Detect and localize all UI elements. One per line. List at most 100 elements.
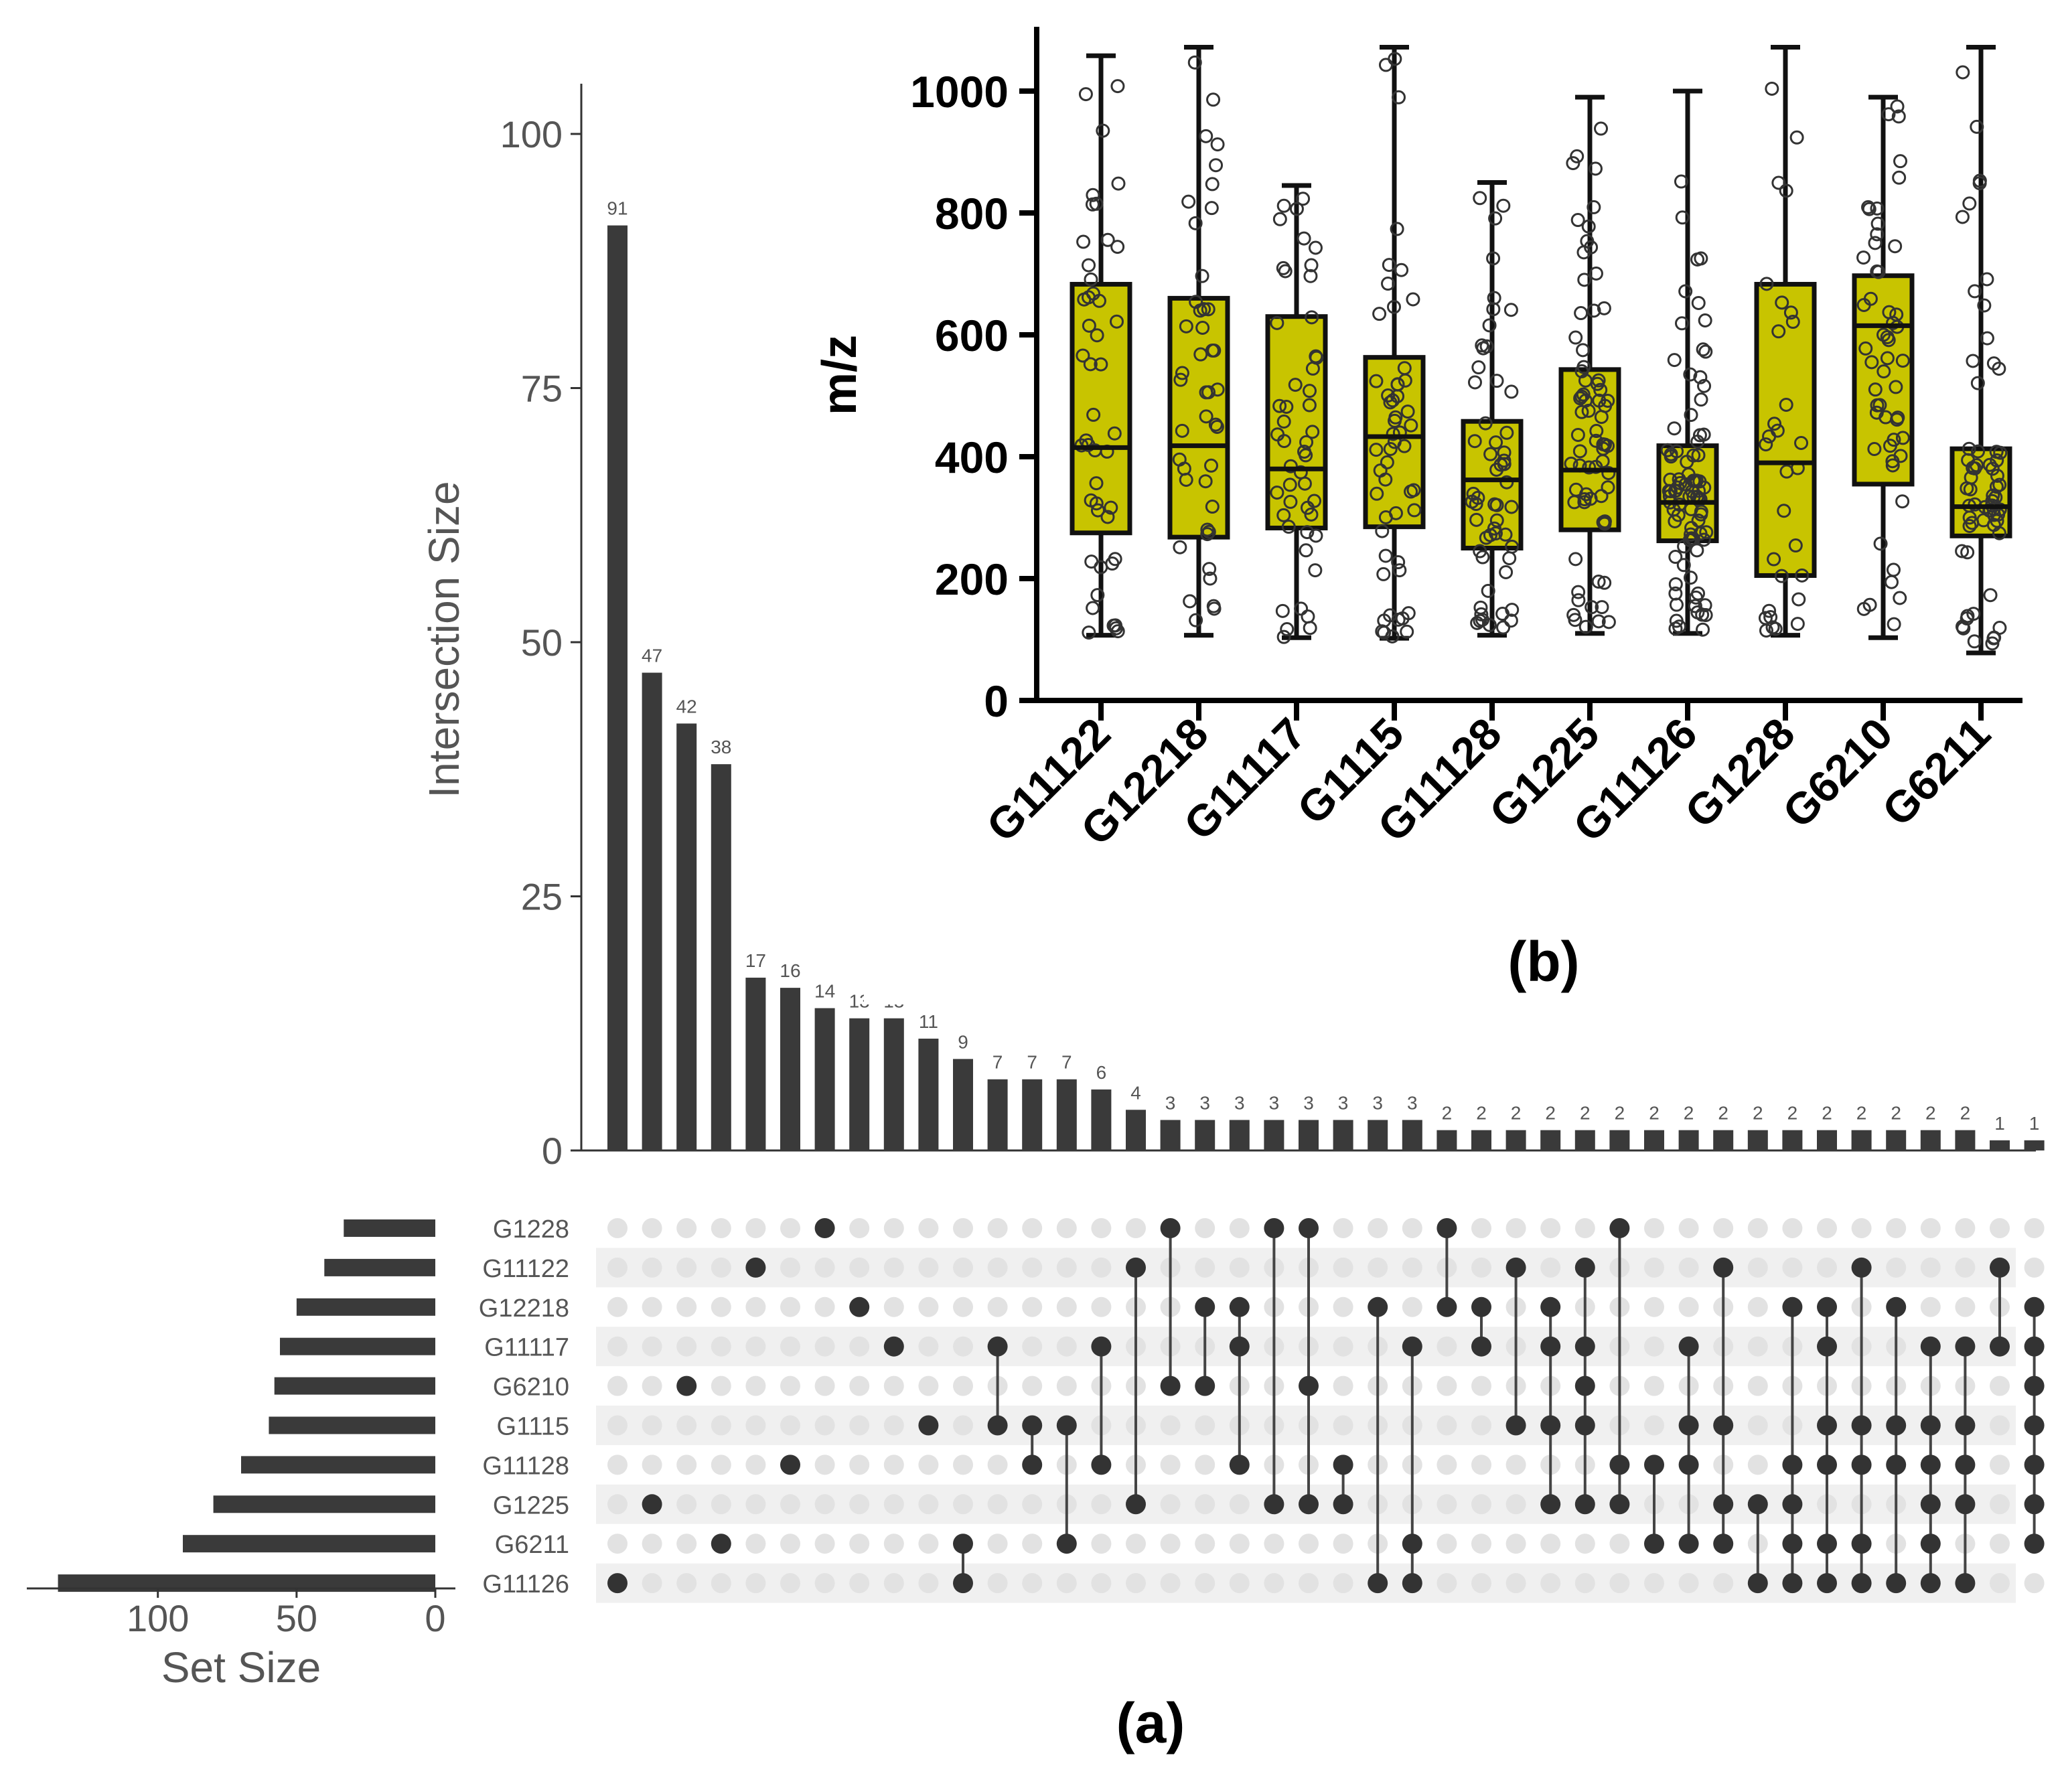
intersection-bar-label: 7 xyxy=(1061,1052,1072,1073)
panel-label-b: (b) xyxy=(1507,930,1579,993)
intersection-bar-label: 3 xyxy=(1372,1092,1383,1113)
box-point xyxy=(1189,613,1203,627)
matrix-dot-empty xyxy=(1056,1257,1077,1278)
box-point xyxy=(1465,494,1479,509)
matrix-dot-empty xyxy=(883,1494,904,1515)
intersection-bar-label: 2 xyxy=(1615,1103,1625,1124)
box-point xyxy=(1871,265,1886,279)
matrix-dot-empty xyxy=(1747,1415,1768,1436)
matrix-dot-empty xyxy=(953,1257,973,1278)
box-point xyxy=(1499,425,1514,440)
box-group xyxy=(1949,44,2012,656)
matrix-dot-filled xyxy=(1782,1494,1803,1515)
box-point xyxy=(1104,500,1118,515)
box-point xyxy=(1566,607,1581,622)
set-label: G1225 xyxy=(493,1491,569,1519)
box-point xyxy=(1698,313,1712,327)
matrix-dot-filled xyxy=(1747,1573,1768,1594)
set-labels: G1228 G11122 G12218 G11117 G6210 G1115 G11128 G… xyxy=(479,1215,569,1598)
box-point xyxy=(1582,460,1597,475)
box-point xyxy=(1669,613,1684,628)
box-point xyxy=(1676,558,1691,573)
matrix-dot-empty xyxy=(1609,1534,1630,1554)
box-point xyxy=(1489,513,1504,528)
box-point xyxy=(1759,437,1773,452)
box-point xyxy=(1980,331,1994,346)
matrix-dot-empty xyxy=(1229,1573,1250,1594)
matrix-dot-empty xyxy=(607,1296,628,1317)
matrix-dot-filled xyxy=(1091,1336,1112,1357)
matrix-dot-empty xyxy=(1990,1573,2010,1594)
intersection-bar-labels: 9147423817161413131197776433333333222222… xyxy=(607,198,2039,1134)
matrix-dot-filled xyxy=(1574,1494,1595,1515)
matrix-dot-empty xyxy=(711,1494,731,1515)
matrix-dot-empty xyxy=(883,1296,904,1317)
box-point xyxy=(1578,393,1593,408)
box-point xyxy=(1483,528,1497,542)
box-point xyxy=(1390,222,1404,236)
matrix-dot-empty xyxy=(1160,1415,1181,1436)
matrix-dot-filled xyxy=(1299,1494,1319,1515)
box-point xyxy=(1589,424,1604,439)
box-point xyxy=(1504,384,1519,399)
box-point xyxy=(1597,575,1612,590)
matrix-dot-empty xyxy=(1126,1573,1146,1594)
intersection-bar xyxy=(1990,1140,2010,1150)
intersection-bar-label: 11 xyxy=(919,1011,938,1032)
box-point xyxy=(1096,123,1110,138)
matrix-dot-empty xyxy=(814,1257,835,1278)
matrix-dot-empty xyxy=(711,1375,731,1396)
set-size-bar xyxy=(241,1456,435,1474)
matrix-dot-empty xyxy=(711,1218,731,1238)
box-point xyxy=(1568,330,1583,345)
matrix-dot-empty xyxy=(1022,1257,1043,1278)
box-point xyxy=(1587,303,1601,318)
matrix-dot-filled xyxy=(1056,1415,1077,1436)
box-point xyxy=(1955,210,1970,224)
matrix-dot-empty xyxy=(1644,1573,1664,1594)
intersection-bar xyxy=(1022,1079,1043,1150)
box-point xyxy=(1303,269,1318,283)
box-point xyxy=(1276,629,1291,644)
box-point xyxy=(1696,622,1710,637)
matrix-dot-empty xyxy=(1229,1257,1250,1278)
matrix-dot-empty xyxy=(1747,1454,1768,1475)
matrix-dot-empty xyxy=(1299,1534,1319,1554)
intersection-bar xyxy=(1368,1120,1388,1150)
intersection-bar xyxy=(1195,1120,1216,1150)
matrix-dot-filled xyxy=(1886,1296,1907,1317)
box-point xyxy=(1308,563,1323,578)
box-point xyxy=(1893,591,1907,605)
box-point xyxy=(1082,318,1096,333)
set-size-bar xyxy=(324,1258,435,1276)
matrix-dot-empty xyxy=(1437,1494,1457,1515)
matrix-dot-empty xyxy=(642,1534,662,1554)
box-point xyxy=(1289,202,1304,216)
box-point xyxy=(1078,87,1093,102)
box-point xyxy=(1594,489,1609,504)
box-point xyxy=(1895,431,1910,445)
matrix-dot-filled xyxy=(883,1336,904,1357)
box-point xyxy=(1386,393,1400,408)
matrix-dot-empty xyxy=(1920,1257,1941,1278)
box-point xyxy=(1597,516,1612,531)
matrix-dot-empty xyxy=(1022,1375,1043,1396)
box-point xyxy=(1983,588,1998,603)
matrix-dot-filled xyxy=(780,1454,800,1475)
box-point xyxy=(1697,378,1712,393)
matrix-dot-empty xyxy=(1160,1573,1181,1594)
intersection-bar-label: 14 xyxy=(814,980,835,1001)
box-point xyxy=(1570,213,1585,228)
matrix-dot-empty xyxy=(1574,1218,1595,1238)
box-point xyxy=(1966,354,1980,368)
box-point xyxy=(1270,486,1284,500)
matrix-dot-empty xyxy=(918,1218,939,1238)
box-point xyxy=(1181,194,1196,209)
matrix-dot-empty xyxy=(1955,1218,1976,1238)
matrix-dot-filled xyxy=(2024,1336,2045,1357)
intersection-bar xyxy=(1229,1120,1250,1150)
box-point xyxy=(1279,399,1294,414)
box-group xyxy=(1167,44,1230,638)
intersection-bar xyxy=(1056,1079,1077,1150)
